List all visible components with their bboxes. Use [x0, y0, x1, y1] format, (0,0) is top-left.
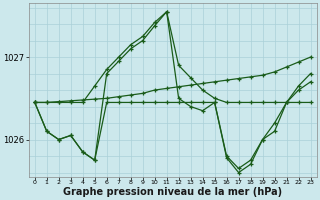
- X-axis label: Graphe pression niveau de la mer (hPa): Graphe pression niveau de la mer (hPa): [63, 187, 282, 197]
